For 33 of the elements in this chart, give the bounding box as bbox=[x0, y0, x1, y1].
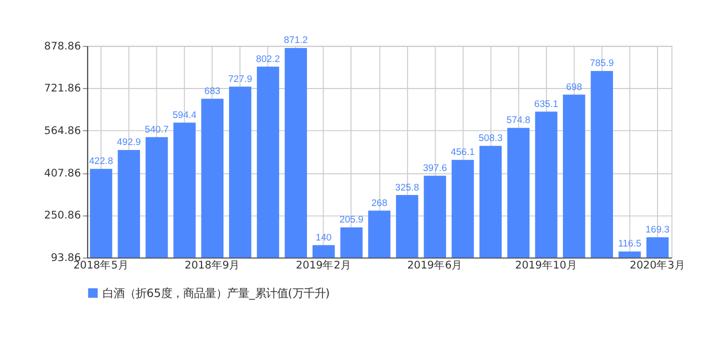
data-label: 268 bbox=[371, 198, 388, 209]
data-label: 397.6 bbox=[422, 162, 447, 174]
data-label: 456.1 bbox=[450, 147, 475, 158]
data-label: 116.5 bbox=[618, 238, 642, 250]
data-label: 871.2 bbox=[284, 35, 308, 46]
x-tick-label: 2018年5月 bbox=[73, 260, 129, 272]
data-label: 635.1 bbox=[534, 98, 558, 110]
x-tick-label: 2018年9月 bbox=[184, 260, 240, 272]
data-label: 422.8 bbox=[89, 156, 114, 168]
x-tick-label: 2019年6月 bbox=[407, 260, 463, 272]
data-label: 508.3 bbox=[478, 133, 503, 144]
data-label: 492.9 bbox=[116, 137, 141, 148]
data-label: 169.3 bbox=[646, 224, 670, 236]
legend-label: 白酒（折65度，商品量）产量_累计值(万千升) bbox=[102, 286, 330, 300]
data-label: 540.7 bbox=[144, 124, 169, 136]
data-label: 325.8 bbox=[395, 182, 420, 194]
y-tick-label: 250.86 bbox=[44, 210, 82, 222]
data-label: 785.9 bbox=[590, 58, 614, 70]
y-tick-label: 878.86 bbox=[44, 40, 82, 52]
y-tick-label: 407.86 bbox=[44, 167, 82, 180]
data-label: 727.9 bbox=[228, 74, 252, 85]
data-label: 574.8 bbox=[506, 115, 530, 126]
data-label: 802.2 bbox=[256, 54, 280, 65]
y-tick-label: 721.86 bbox=[44, 82, 82, 95]
data-label: 205.9 bbox=[340, 214, 364, 226]
data-label: 140 bbox=[316, 232, 332, 244]
x-tick-label: 2020年3月 bbox=[630, 260, 686, 272]
data-label: 683 bbox=[204, 86, 220, 97]
data-label: 594.4 bbox=[172, 110, 198, 121]
y-tick-label: 564.86 bbox=[44, 124, 82, 137]
x-tick-label: 2019年2月 bbox=[296, 260, 352, 272]
x-tick-label: 2019年10月 bbox=[515, 260, 578, 272]
data-label: 698 bbox=[566, 82, 582, 93]
